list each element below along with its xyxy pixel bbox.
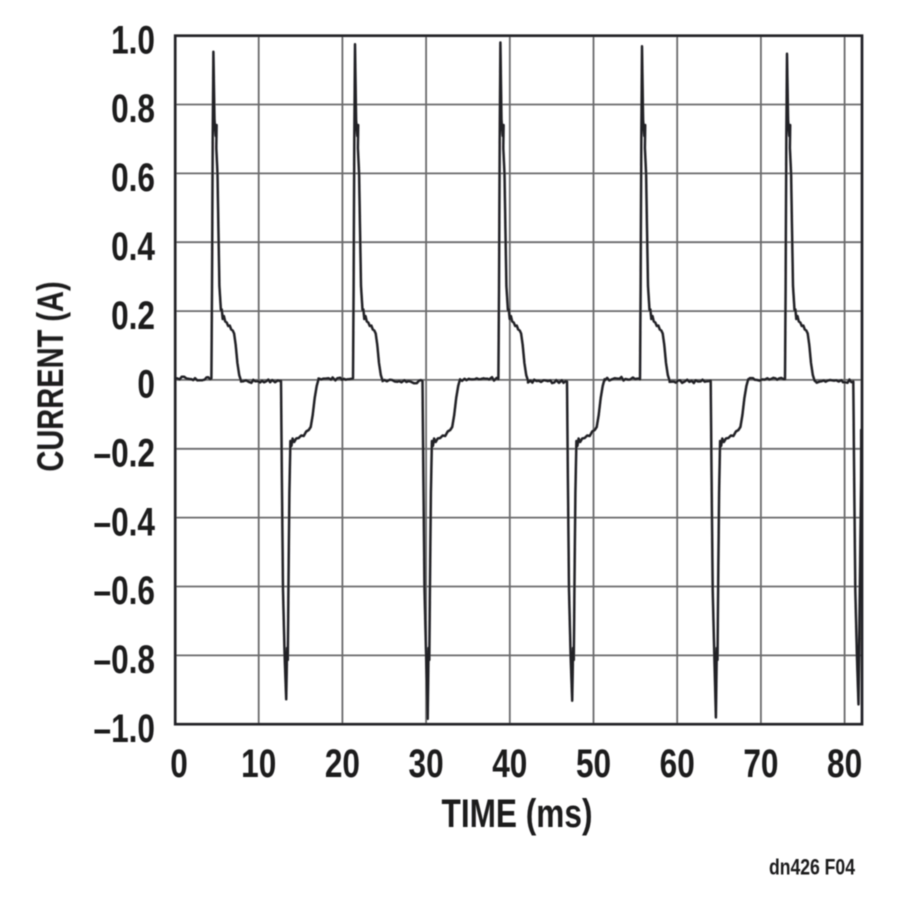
svg-text:TIME (ms): TIME (ms) xyxy=(442,790,593,835)
svg-text:80: 80 xyxy=(827,740,862,785)
svg-text:60: 60 xyxy=(660,740,695,785)
svg-text:0.2: 0.2 xyxy=(111,292,155,337)
svg-text:20: 20 xyxy=(325,740,360,785)
svg-text:30: 30 xyxy=(409,740,444,785)
svg-text:0.8: 0.8 xyxy=(111,86,155,131)
svg-text:–0.4: –0.4 xyxy=(94,499,155,544)
svg-text:–0.6: –0.6 xyxy=(94,568,155,613)
svg-text:70: 70 xyxy=(743,740,778,785)
svg-text:0.6: 0.6 xyxy=(111,154,155,199)
svg-text:10: 10 xyxy=(241,740,276,785)
svg-text:–0.8: –0.8 xyxy=(94,636,155,681)
svg-text:50: 50 xyxy=(576,740,611,785)
svg-text:–1.0: –1.0 xyxy=(94,705,155,750)
svg-text:1.0: 1.0 xyxy=(111,17,155,62)
svg-text:CURRENT (A): CURRENT (A) xyxy=(31,281,72,471)
svg-text:–0.2: –0.2 xyxy=(94,430,155,475)
svg-text:0: 0 xyxy=(137,361,155,406)
svg-text:dn426 F04: dn426 F04 xyxy=(769,856,855,880)
svg-text:0: 0 xyxy=(170,740,188,785)
svg-text:40: 40 xyxy=(492,740,527,785)
svg-text:0.4: 0.4 xyxy=(111,223,155,268)
